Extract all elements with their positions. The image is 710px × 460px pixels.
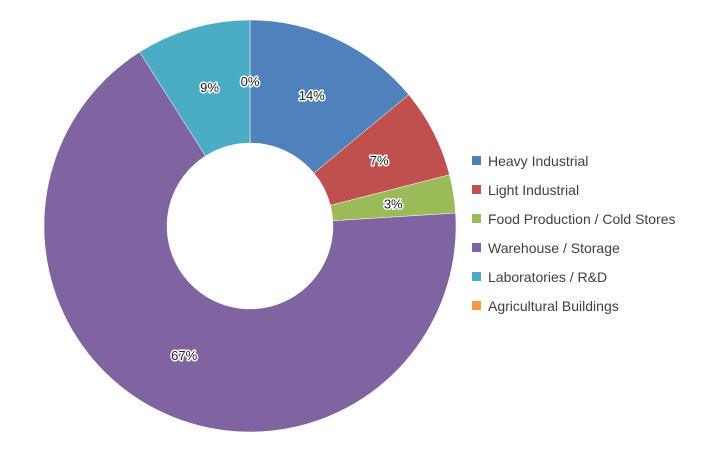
legend-label: Food Production / Cold Stores [488, 210, 676, 227]
legend-item: Heavy Industrial [472, 146, 676, 175]
legend-item: Laboratories / R&D [472, 262, 676, 291]
slice-laboratories-r-d [139, 19, 251, 157]
legend-item: Food Production / Cold Stores [472, 204, 676, 233]
data-label: 14% [299, 88, 325, 103]
data-label: 0% [241, 74, 260, 89]
slice-heavy-industrial [249, 19, 410, 174]
legend-swatch [472, 272, 481, 281]
legend-label: Heavy Industrial [488, 152, 589, 169]
data-label: 9% [200, 80, 219, 95]
legend-item: Warehouse / Storage [472, 233, 676, 262]
legend-swatch [472, 243, 481, 252]
data-label: 7% [370, 153, 389, 168]
legend-swatch [472, 301, 481, 310]
legend-label: Laboratories / R&D [488, 268, 608, 285]
legend-label: Warehouse / Storage [488, 239, 620, 256]
data-label: 3% [384, 196, 403, 211]
legend-label: Light Industrial [488, 181, 580, 198]
legend-item: Agricultural Buildings [472, 291, 676, 320]
legend-swatch [472, 185, 481, 194]
legend-swatch [472, 214, 481, 223]
data-label: 67% [171, 348, 197, 363]
legend-label: Agricultural Buildings [488, 297, 619, 314]
legend-swatch [472, 156, 481, 165]
slice-warehouse-storage [43, 51, 457, 433]
legend: Heavy Industrial Light Industrial Food Pro… [472, 146, 676, 320]
legend-item: Light Industrial [472, 175, 676, 204]
